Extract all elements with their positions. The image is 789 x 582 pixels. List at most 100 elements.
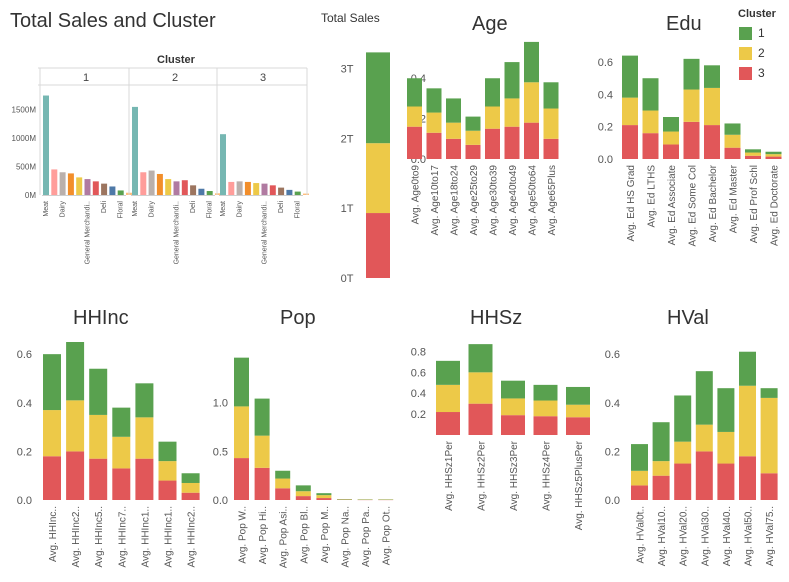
age-bar-3-cluster3 — [465, 144, 481, 159]
bar-cluster2-cat9 — [206, 191, 213, 195]
edu-chart[interactable]: 0.0 0.2 0.4 0.6 Avg. Ed HS Grad Avg. Ed LTHS A… — [588, 50, 788, 285]
edu-bar-6-cluster3 — [745, 155, 761, 159]
x-tick-label: Avg. Ed Master — [729, 164, 740, 233]
x-tick-label: Avg. Ed Doctorate — [770, 165, 781, 246]
legend-item-1[interactable]: 1 — [724, 23, 786, 43]
age-bar-6-cluster3 — [524, 122, 539, 159]
edu-bar-2-cluster2 — [663, 131, 679, 145]
edu-bar-0-cluster3 — [622, 125, 638, 159]
hval-bar-6-cluster3 — [760, 473, 778, 500]
bar-cluster3-cat2 — [236, 181, 243, 195]
bar-cluster2-cat3 — [156, 173, 163, 195]
x-tick-label: Avg. HHSz5PlusPer — [574, 440, 585, 530]
hval-chart[interactable]: 0.0 0.2 0.4 0.6 Avg. HVal0t.. Avg. HVal10.. Av… — [588, 340, 788, 582]
x-tick-label: Avg. Pop Na.. — [341, 506, 352, 568]
x-tick-label: Avg. Age0to9 — [411, 165, 422, 225]
x-tick-label: Avg. Pop Ot.. — [382, 506, 393, 565]
x-tick-label: General Merchandi.. — [174, 201, 181, 264]
bar-cluster1-cat3 — [67, 173, 74, 195]
age-bar-4-cluster1 — [485, 78, 500, 107]
panel-label-3: 3 — [260, 72, 266, 84]
hval-bar-4-cluster3 — [717, 463, 735, 500]
total-sales-chart[interactable]: 0T 1T 2T 3T — [320, 40, 400, 290]
bar-cluster3-cat9 — [294, 191, 301, 195]
legend-swatch — [739, 46, 752, 60]
hhinc-chart[interactable]: 0.0 0.2 0.4 0.6 Avg. HHInc.. Avg. HHInc2.. Avg… — [0, 340, 200, 582]
age-bar-5-cluster2 — [504, 98, 520, 127]
bar-cluster3-cat3 — [244, 181, 251, 195]
hhinc-title: HHInc — [73, 307, 129, 329]
bar-cluster1-cat5 — [84, 179, 91, 195]
edu-bar-2-cluster3 — [663, 144, 679, 159]
age-bar-5-cluster3 — [504, 126, 520, 159]
cluster-legend[interactable]: Cluster 1 2 3 — [724, 8, 786, 83]
panel-label-2: 2 — [172, 72, 178, 84]
hhsz-chart[interactable]: 0.2 0.4 0.6 0.8 Avg. HHSz1Per Avg. HHSz2Per Av… — [398, 340, 590, 582]
age-bar-0-cluster1 — [407, 78, 422, 107]
y-tick-label: 2T — [341, 133, 354, 145]
x-tick-label: Avg. HVal50.. — [744, 506, 755, 566]
bar-cluster1-cat4 — [76, 177, 83, 195]
age-bar-0-cluster3 — [407, 126, 422, 159]
hhinc-bar-4-cluster1 — [135, 383, 154, 418]
y-tick-label: 0.5 — [213, 446, 228, 458]
hval-bar-3-cluster2 — [695, 424, 713, 452]
y-tick-label: 0.2 — [17, 446, 32, 458]
hhsz-bar-4-cluster1 — [566, 386, 590, 405]
edu-bar-0-cluster2 — [622, 97, 638, 126]
bar-cluster1-cat8 — [109, 186, 116, 195]
y-tick-label: 0.4 — [17, 398, 32, 410]
age-title: Age — [472, 13, 508, 35]
y-tick-label: 0.4 — [605, 398, 620, 410]
y-tick-label: 1.0 — [213, 398, 228, 410]
age-bar-2-cluster1 — [446, 98, 461, 123]
bar-cluster1-cat7 — [101, 183, 108, 195]
edu-bar-3-cluster3 — [683, 121, 700, 159]
hhinc-bar-1-cluster2 — [66, 400, 85, 452]
hhsz-bar-0-cluster3 — [436, 412, 460, 435]
bar-cluster2-cat0 — [132, 106, 138, 195]
x-tick-label: Avg. HHInc5.. — [94, 506, 105, 568]
legend-item-3[interactable]: 3 — [724, 63, 786, 83]
x-tick-label: Avg. Pop Pa.. — [361, 506, 372, 567]
legend-title: Cluster — [738, 8, 776, 20]
edu-bar-1-cluster2 — [642, 110, 659, 134]
panel-label-1: 1 — [83, 72, 89, 84]
hval-bar-6-cluster1 — [760, 388, 778, 398]
pop-bar-0-cluster1 — [234, 357, 249, 407]
bar-cluster2-cat4 — [165, 179, 172, 195]
hhinc-bar-5-cluster2 — [158, 461, 177, 481]
legend-item-2[interactable]: 2 — [724, 43, 786, 63]
hval-bar-1-cluster1 — [652, 422, 670, 462]
bar-cluster1-cat9 — [117, 190, 124, 195]
x-tick-label: Deli — [101, 201, 108, 214]
x-tick-label: Avg. Pop W.. — [238, 506, 249, 564]
x-tick-label: Avg. Age30to39 — [489, 165, 500, 236]
y-tick-label: 1000M — [12, 134, 37, 143]
x-tick-label: Avg. Age40to49 — [508, 165, 519, 236]
edu-bar-4-cluster1 — [704, 65, 720, 88]
hhsz-bar-2-cluster3 — [501, 415, 525, 435]
x-tick-label: Avg. HHSz4Per — [542, 440, 553, 511]
cluster-sales-chart[interactable]: Cluster 0M 500M 1000M 1500M 1 Meat Dairy General… — [0, 50, 320, 264]
hhinc-bar-4-cluster3 — [135, 458, 154, 500]
edu-bar-6-cluster2 — [745, 152, 761, 156]
legend-swatch — [739, 66, 752, 80]
pop-bar-0-cluster2 — [234, 406, 249, 459]
bar-cluster2-cat8 — [198, 188, 205, 195]
hval-bar-0-cluster3 — [631, 485, 648, 500]
hhinc-bar-6-cluster3 — [181, 492, 200, 500]
legend-label: 2 — [758, 46, 765, 60]
y-tick-label: 0.0 — [213, 495, 228, 507]
hhsz-bar-3-cluster1 — [533, 384, 558, 401]
y-tick-label: 0.6 — [605, 349, 620, 361]
y-tick-label: 0.6 — [598, 57, 613, 69]
hhinc-bar-6-cluster2 — [181, 482, 200, 493]
hhsz-bar-1-cluster3 — [468, 403, 493, 435]
hhinc-bar-5-cluster3 — [158, 480, 177, 500]
pop-chart[interactable]: 0.0 0.5 1.0 Avg. Pop W.. Avg. Pop Hi.. Avg. P… — [200, 340, 400, 582]
edu-title: Edu — [666, 13, 702, 35]
hhinc-bar-3-cluster1 — [112, 407, 131, 437]
x-tick-label: Avg. HHInc1.. — [140, 506, 151, 568]
